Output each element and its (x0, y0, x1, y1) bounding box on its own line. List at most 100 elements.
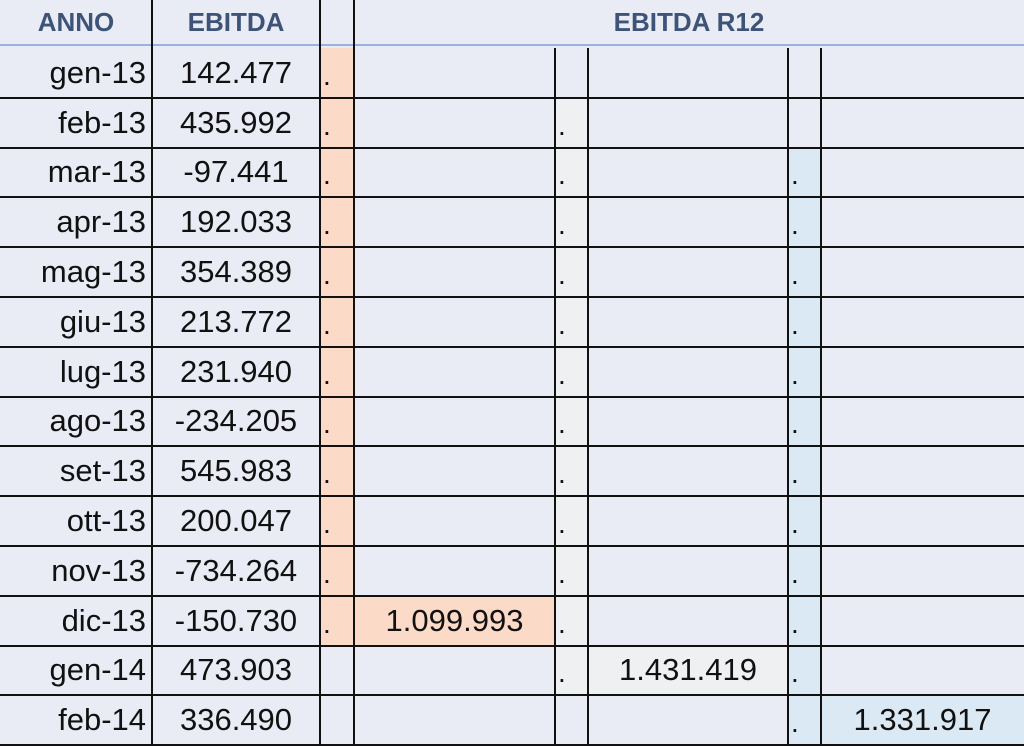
marker-cell[interactable]: . (320, 496, 354, 546)
anno-cell[interactable]: feb-13 (58, 104, 146, 140)
anno-cell[interactable]: lug-13 (59, 353, 146, 389)
anno-cell[interactable]: gen-14 (49, 652, 146, 688)
r12-cell-a[interactable] (354, 98, 555, 148)
marker-cell[interactable]: . (788, 197, 821, 248)
r12-cell-c[interactable] (821, 48, 1024, 98)
marker-cell[interactable]: . (555, 346, 588, 397)
r12-cell-b[interactable] (588, 496, 788, 546)
ebitda-cell[interactable]: 435.992 (179, 104, 293, 140)
marker-cell[interactable]: . (320, 297, 354, 347)
marker-cell[interactable]: . (788, 147, 821, 198)
r12-cell-c[interactable] (821, 596, 1024, 646)
anno-cell[interactable]: nov-13 (51, 552, 146, 588)
marker-cell[interactable]: . (320, 97, 354, 148)
r12-cell-c[interactable] (821, 148, 1024, 198)
r12-cell-a[interactable] (354, 646, 555, 696)
r12-cell-b[interactable] (588, 48, 788, 98)
r12-cell-a[interactable] (354, 297, 555, 347)
ebitda-cell[interactable]: 213.772 (179, 303, 293, 339)
r12-cell-a[interactable] (354, 496, 555, 546)
r12-cell-c[interactable] (821, 197, 1024, 247)
r12-cell-a[interactable] (354, 397, 555, 447)
r12-cell-a[interactable] (354, 48, 555, 98)
r12-cell-b[interactable]: 1.431.419 (588, 645, 788, 696)
marker-cell[interactable]: . (320, 546, 354, 596)
r12-cell-c[interactable] (821, 247, 1024, 297)
marker-cell[interactable]: . (555, 496, 588, 546)
r12-cell-b[interactable] (588, 247, 788, 297)
marker-cell[interactable] (788, 98, 821, 148)
marker-cell[interactable] (320, 695, 354, 745)
marker-cell[interactable] (555, 695, 588, 745)
r12-cell-b[interactable] (588, 197, 788, 247)
marker-cell[interactable]: . (320, 197, 354, 248)
marker-cell[interactable]: . (555, 97, 588, 148)
anno-cell[interactable]: gen-13 (49, 54, 146, 90)
marker-cell[interactable]: . (555, 595, 588, 646)
ebitda-cell[interactable]: 142.477 (179, 54, 293, 90)
anno-cell[interactable]: mag-13 (40, 254, 146, 290)
r12-cell-c[interactable] (821, 646, 1024, 696)
r12-cell-b[interactable] (588, 297, 788, 347)
r12-cell-a[interactable] (354, 695, 555, 745)
marker-cell[interactable]: . (555, 546, 588, 596)
r12-cell-b[interactable] (588, 695, 788, 745)
r12-cell-c[interactable] (821, 347, 1024, 397)
marker-cell[interactable]: . (320, 396, 354, 447)
marker-cell[interactable]: . (788, 297, 821, 347)
r12-cell-c[interactable]: 1.331.917 (821, 695, 1024, 746)
r12-cell-c[interactable] (821, 446, 1024, 496)
anno-cell[interactable]: set-13 (59, 453, 146, 489)
marker-cell[interactable]: . (788, 546, 821, 596)
r12-cell-b[interactable] (588, 397, 788, 447)
anno-cell[interactable]: mar-13 (47, 154, 146, 190)
r12-cell-a[interactable] (354, 197, 555, 247)
marker-cell[interactable]: . (555, 396, 588, 447)
marker-cell[interactable] (555, 48, 588, 98)
ebitda-cell[interactable]: 545.983 (179, 453, 293, 489)
r12-cell-c[interactable] (821, 496, 1024, 546)
r12-cell-c[interactable] (821, 546, 1024, 596)
r12-cell-b[interactable] (588, 546, 788, 596)
marker-cell[interactable]: . (555, 147, 588, 198)
anno-cell[interactable]: ott-13 (66, 503, 146, 539)
marker-cell[interactable]: . (320, 247, 354, 297)
marker-cell[interactable]: . (320, 346, 354, 397)
marker-cell[interactable]: . (320, 48, 354, 98)
r12-cell-a[interactable] (354, 148, 555, 198)
ebitda-cell[interactable]: 473.903 (179, 652, 293, 688)
r12-cell-b[interactable] (588, 446, 788, 496)
r12-cell-c[interactable] (821, 397, 1024, 447)
ebitda-cell[interactable]: -97.441 (183, 154, 289, 190)
r12-cell-a[interactable] (354, 347, 555, 397)
marker-cell[interactable]: . (788, 496, 821, 546)
ebitda-cell[interactable]: -234.205 (174, 403, 298, 439)
r12-cell-a[interactable] (354, 247, 555, 297)
ebitda-cell[interactable]: -734.264 (174, 552, 298, 588)
marker-cell[interactable]: . (788, 396, 821, 447)
marker-cell[interactable] (320, 646, 354, 696)
marker-cell[interactable]: . (555, 297, 588, 347)
anno-cell[interactable]: feb-14 (58, 702, 146, 738)
ebitda-cell[interactable]: 200.047 (179, 503, 293, 539)
ebitda-cell[interactable]: 354.389 (179, 254, 293, 290)
marker-cell[interactable]: . (320, 595, 354, 646)
marker-cell[interactable] (788, 48, 821, 98)
marker-cell[interactable]: . (788, 645, 821, 696)
r12-cell-a[interactable]: 1.099.993 (354, 595, 555, 646)
marker-cell[interactable]: . (320, 446, 354, 497)
ebitda-cell[interactable]: 231.940 (179, 353, 293, 389)
r12-cell-c[interactable] (821, 98, 1024, 148)
marker-cell[interactable]: . (555, 446, 588, 497)
r12-cell-a[interactable] (354, 546, 555, 596)
ebitda-cell[interactable]: -150.730 (174, 602, 298, 638)
r12-cell-b[interactable] (588, 98, 788, 148)
r12-cell-b[interactable] (588, 148, 788, 198)
marker-cell[interactable]: . (788, 595, 821, 646)
ebitda-cell[interactable]: 192.033 (179, 204, 293, 240)
marker-cell[interactable]: . (788, 446, 821, 497)
r12-cell-b[interactable] (588, 596, 788, 646)
anno-cell[interactable]: dic-13 (61, 602, 146, 638)
marker-cell[interactable]: . (555, 197, 588, 248)
marker-cell[interactable]: . (320, 147, 354, 198)
